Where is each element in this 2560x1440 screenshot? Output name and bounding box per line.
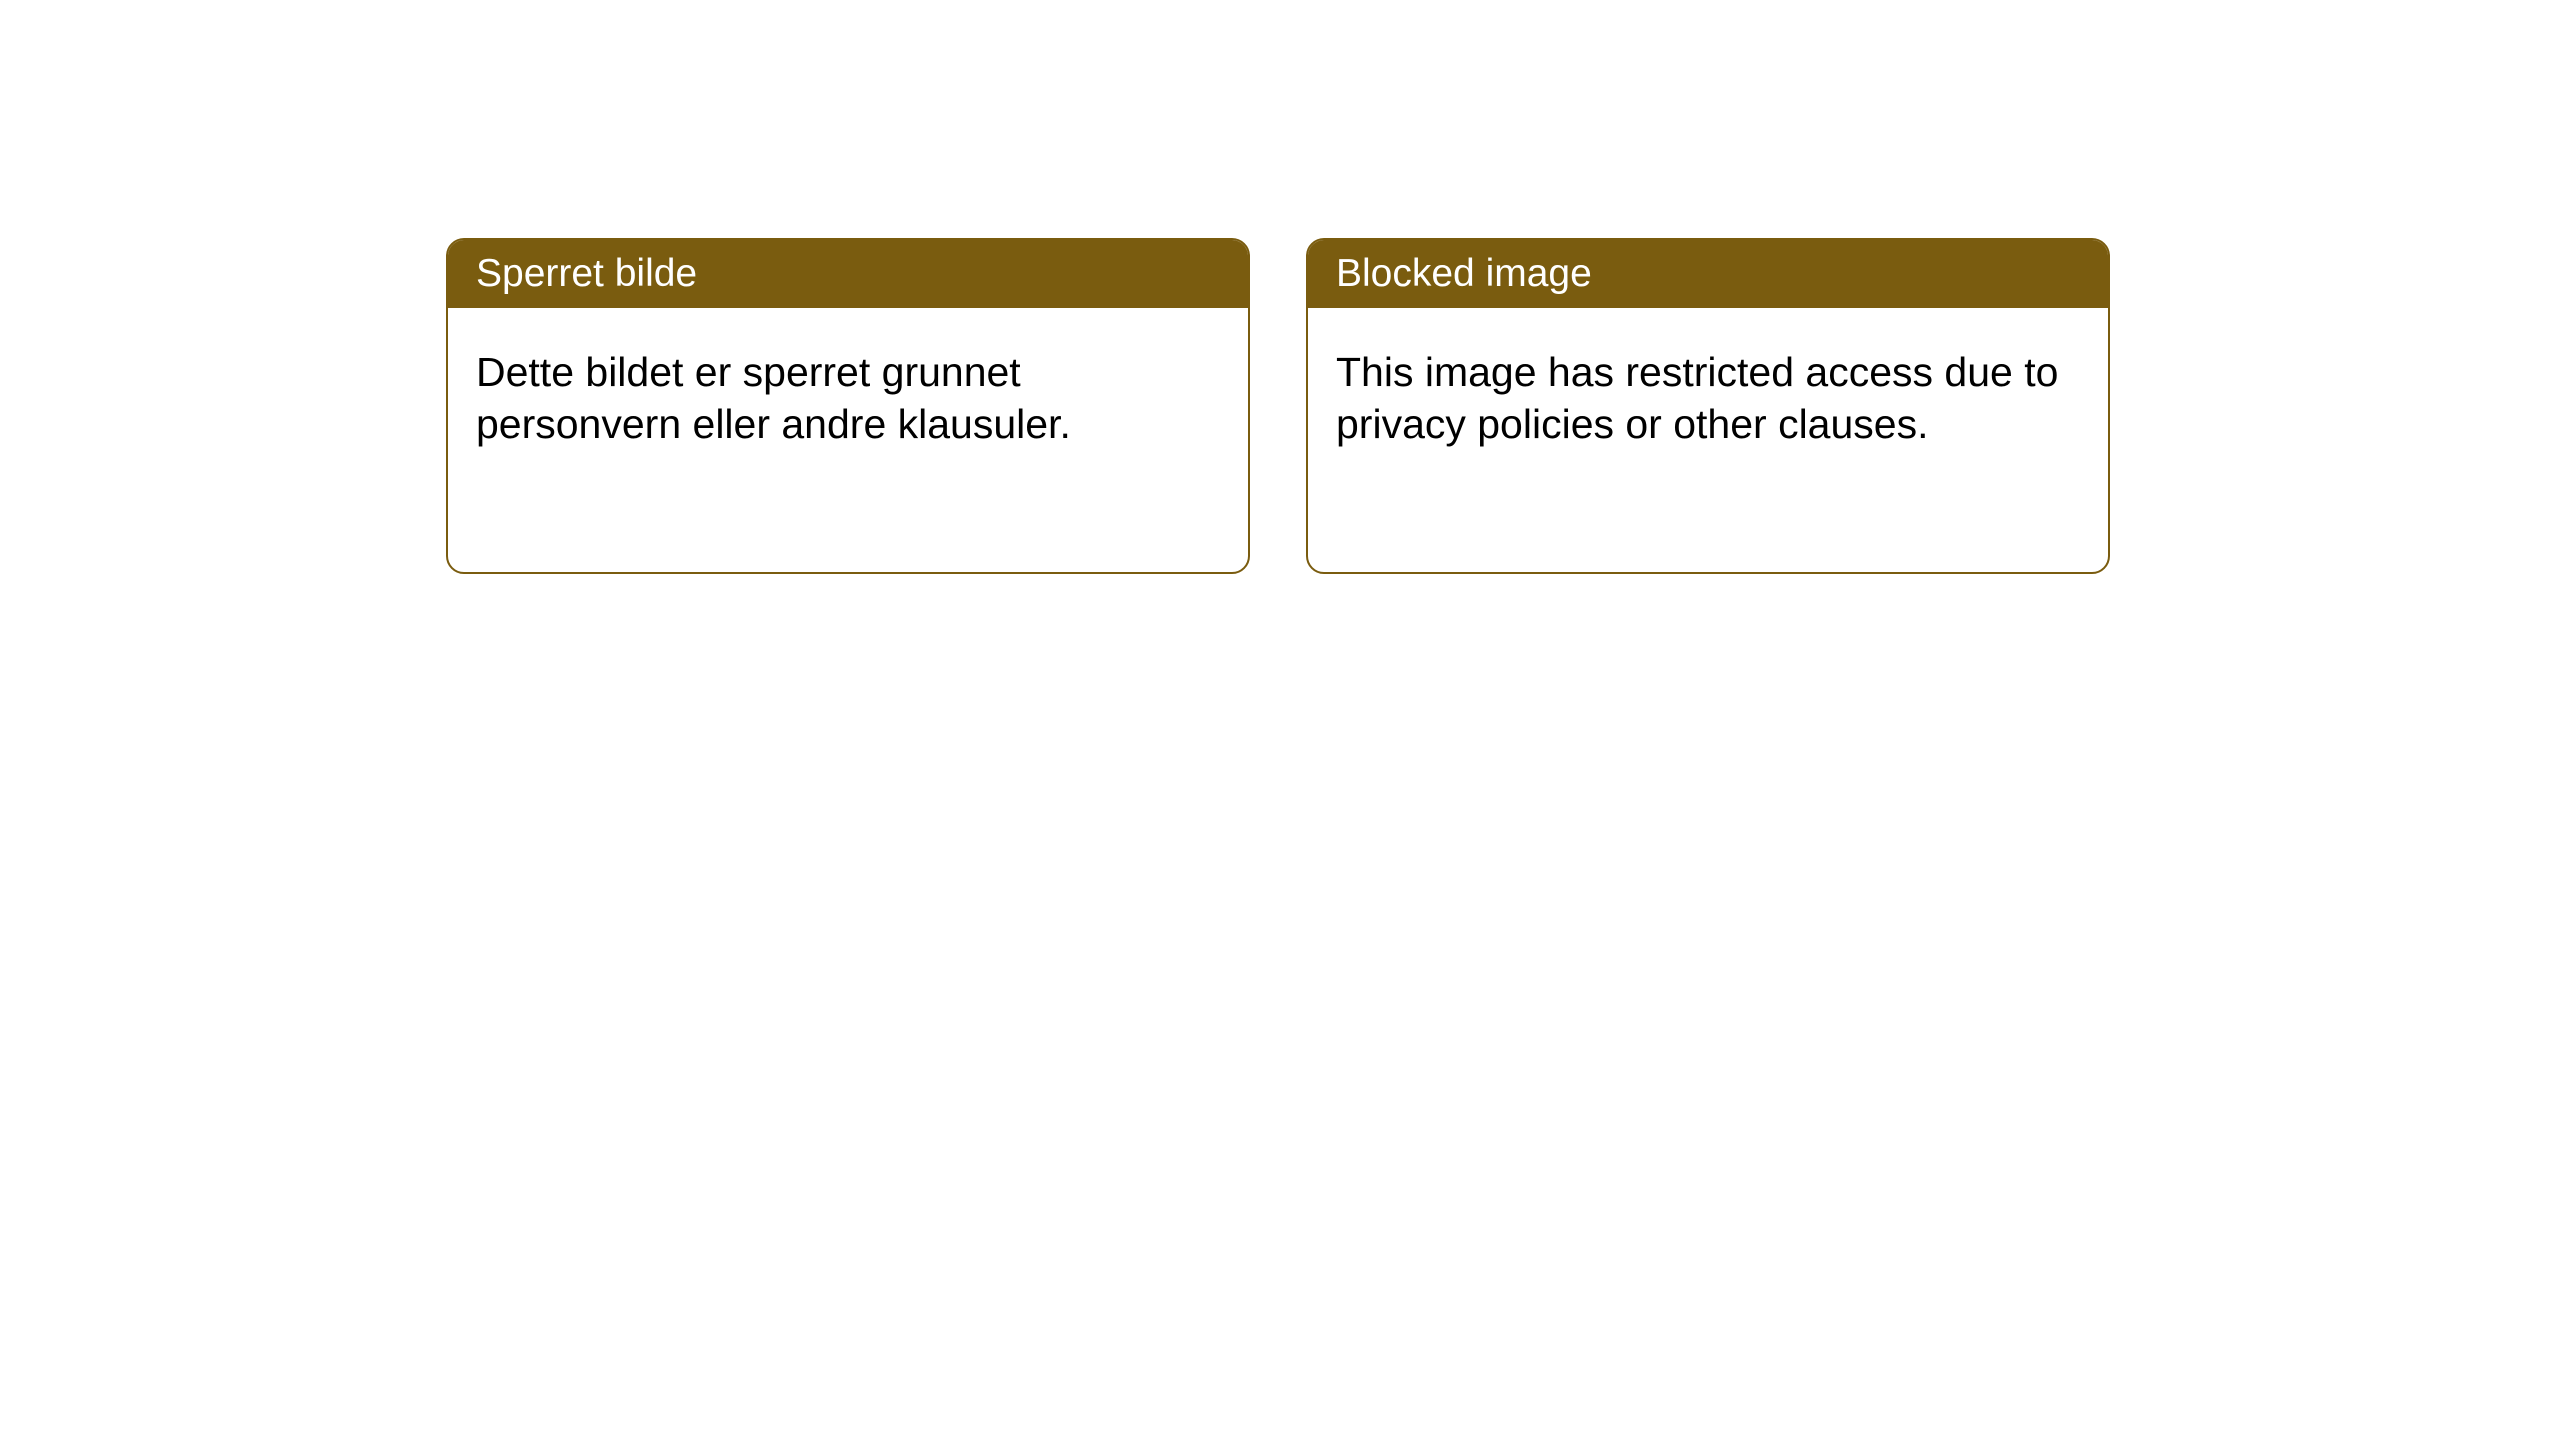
notice-card-body: Dette bildet er sperret grunnet personve…: [448, 308, 1248, 489]
notice-card-body: This image has restricted access due to …: [1308, 308, 2108, 489]
notice-card-header: Blocked image: [1308, 240, 2108, 308]
notice-card-title: Blocked image: [1336, 252, 1592, 295]
notice-card-norwegian: Sperret bilde Dette bildet er sperret gr…: [446, 238, 1250, 574]
notice-card-header: Sperret bilde: [448, 240, 1248, 308]
notice-card-title: Sperret bilde: [476, 252, 697, 295]
notice-card-english: Blocked image This image has restricted …: [1306, 238, 2110, 574]
notice-container: Sperret bilde Dette bildet er sperret gr…: [0, 0, 2560, 574]
notice-card-message: Dette bildet er sperret grunnet personve…: [476, 349, 1071, 447]
notice-card-message: This image has restricted access due to …: [1336, 349, 2058, 447]
